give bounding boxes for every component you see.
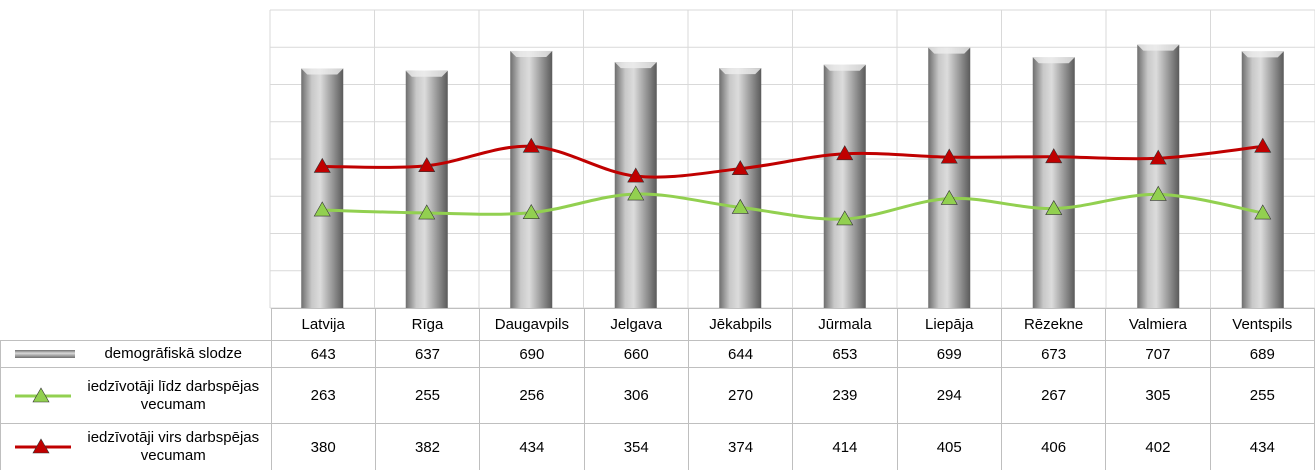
- legend-cell: demogrāfiskā slodze: [0, 340, 272, 368]
- line-marker: [1045, 148, 1063, 164]
- value-cell: 414: [792, 423, 898, 470]
- line-marker: [313, 201, 331, 217]
- line-marker: [522, 137, 540, 153]
- value-cell: 689: [1209, 340, 1315, 368]
- bar-cap: [719, 68, 762, 75]
- line-marker: [1254, 204, 1272, 220]
- value-cell: 306: [583, 367, 689, 424]
- bar: [823, 64, 866, 308]
- category-label: Jelgava: [583, 308, 689, 341]
- line-marker: [627, 167, 645, 183]
- bar-cap: [301, 68, 344, 75]
- category-label: Rēzekne: [1000, 308, 1107, 341]
- bar: [301, 68, 344, 308]
- bar: [1032, 57, 1075, 309]
- line-marker: [418, 157, 436, 173]
- value-cell: 270: [687, 367, 794, 424]
- line-marker: [32, 386, 50, 402]
- value-cell: 406: [1000, 423, 1107, 470]
- category-label: Liepāja: [896, 308, 1002, 341]
- value-cell: 255: [374, 367, 481, 424]
- value-cell: 434: [1209, 423, 1315, 470]
- bar-cap: [823, 64, 866, 71]
- value-cell: 653: [792, 340, 898, 368]
- bar-cap: [1032, 57, 1075, 64]
- legend-cell: iedzīvotāji līdz darbspējas vecumam: [0, 367, 272, 424]
- line-marker: [627, 185, 645, 201]
- line-marker: [418, 204, 436, 220]
- line-marker: [1149, 149, 1167, 165]
- category-label: Valmiera: [1105, 308, 1211, 341]
- line-marker: [731, 198, 749, 214]
- category-label: Rīga: [374, 308, 481, 341]
- value-cell: 374: [687, 423, 794, 470]
- category-label: Latvija: [270, 308, 376, 341]
- value-cell: 405: [896, 423, 1002, 470]
- data-table: Latvija Rīga Daugavpils Jelgava Jēkabpils Jūr…: [0, 308, 1315, 470]
- value-cell: 239: [792, 367, 898, 424]
- bar: [928, 47, 971, 309]
- bar-cap: [1137, 44, 1180, 51]
- plot: [269, 9, 1315, 309]
- value-cell: 255: [1209, 367, 1315, 424]
- value-cell: 707: [1105, 340, 1211, 368]
- line-marker: [1045, 199, 1063, 215]
- legend-key: [15, 438, 71, 454]
- line-marker: [940, 148, 958, 164]
- value-cell: 434: [479, 423, 585, 470]
- category-label: Jūrmala: [792, 308, 898, 341]
- value-cell: 643: [270, 340, 376, 368]
- bar: [719, 68, 762, 308]
- value-cell: 294: [896, 367, 1002, 424]
- line-marker: [1254, 137, 1272, 153]
- value-cell: 402: [1105, 423, 1211, 470]
- bar-cap: [405, 70, 448, 77]
- bar: [1241, 51, 1284, 308]
- bar: [510, 50, 553, 308]
- category-label: Daugavpils: [479, 308, 585, 341]
- value-cell: 660: [583, 340, 689, 368]
- legend-label: iedzīvotāji līdz darbspējas vecumam: [87, 377, 260, 413]
- legend-key: [15, 386, 71, 402]
- value-cell: 256: [479, 367, 585, 424]
- value-cell: 382: [374, 423, 481, 470]
- value-cell: 644: [687, 340, 794, 368]
- line-marker: [836, 210, 854, 226]
- legend-label: iedzīvotāji virs darbspējas vecumam: [87, 429, 260, 464]
- bar: [405, 70, 448, 308]
- value-cell: 380: [270, 423, 376, 470]
- value-cell: 699: [896, 340, 1002, 368]
- value-cell: 263: [270, 367, 376, 424]
- category-label: Ventspils: [1209, 308, 1315, 341]
- legend-swatch: [15, 350, 75, 358]
- line: [322, 144, 1263, 179]
- line-marker: [313, 157, 331, 173]
- line-marker: [32, 438, 50, 454]
- legend-label: demogrāfiskā slodze: [104, 345, 243, 362]
- line-marker: [836, 145, 854, 161]
- line-marker: [522, 204, 540, 219]
- value-cell: 690: [479, 340, 585, 368]
- line-marker: [731, 160, 749, 175]
- line-marker: [940, 189, 958, 205]
- value-cell: 305: [1105, 367, 1211, 424]
- bar-cap: [1241, 51, 1284, 58]
- bar-cap: [928, 47, 971, 54]
- bar-cap: [614, 62, 657, 69]
- line-marker: [1149, 185, 1167, 201]
- line: [322, 192, 1264, 221]
- value-cell: 637: [374, 340, 481, 368]
- bar: [614, 62, 657, 309]
- value-cell: 673: [1000, 340, 1107, 368]
- legend-key: [15, 350, 75, 358]
- value-cell: 354: [583, 423, 689, 470]
- category-label: Jēkabpils: [687, 308, 794, 341]
- value-cell: 267: [1000, 367, 1107, 424]
- bar: [1137, 44, 1180, 309]
- bar-cap: [510, 50, 553, 57]
- legend-cell: iedzīvotāji virs darbspējas vecumam: [0, 423, 272, 470]
